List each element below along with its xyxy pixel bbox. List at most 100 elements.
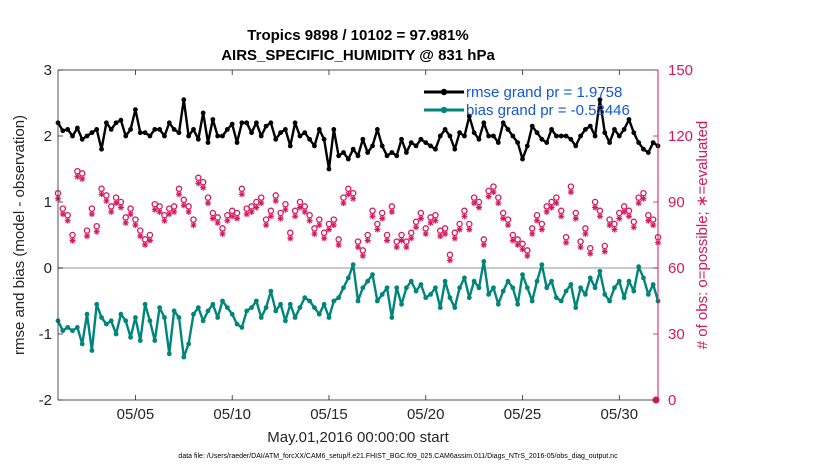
bias-point (234, 321, 240, 327)
evaluated-obs-marker (592, 204, 599, 211)
bias-point (626, 278, 632, 284)
bias-point (510, 285, 516, 291)
rmse-point (133, 107, 138, 112)
evaluated-obs-marker (442, 230, 449, 237)
evaluated-obs-marker (490, 189, 497, 196)
rmse-point (423, 140, 429, 146)
bias-point (612, 285, 617, 291)
bias-point (573, 305, 579, 310)
evaluated-obs-marker (243, 211, 250, 218)
bias-point (384, 285, 390, 291)
evaluated-obs-marker (374, 226, 381, 233)
evaluated-obs-marker (238, 191, 245, 198)
rmse-point (428, 143, 433, 149)
evaluated-obs-marker (403, 244, 410, 251)
rmse-point (553, 133, 559, 139)
evaluated-obs-marker (485, 193, 492, 200)
bias-point (297, 305, 303, 310)
evaluated-obs-marker (611, 226, 618, 233)
evaluated-obs-marker (640, 195, 647, 202)
legend-rmse-marker (440, 88, 448, 96)
rmse-point (137, 130, 143, 136)
rmse-point (491, 133, 496, 139)
rmse-point (592, 133, 598, 139)
rmse-point (94, 126, 100, 132)
bias-point (128, 334, 133, 340)
rmse-point (510, 133, 516, 139)
rmse-point (89, 130, 95, 136)
bias-point (99, 315, 104, 320)
rmse-point (287, 143, 293, 149)
rmse-point (326, 166, 332, 172)
rmse-point (636, 140, 642, 146)
bias-point (278, 301, 283, 307)
bias-point (239, 325, 245, 330)
rmse-point (268, 120, 274, 126)
bias-point (249, 305, 254, 310)
rmse-point (103, 120, 109, 126)
evaluated-obs-marker (253, 204, 260, 211)
y-tick-label-right: 90 (668, 194, 685, 211)
rmse-point (191, 126, 196, 132)
rmse-point (384, 153, 390, 159)
rmse-point (549, 126, 554, 132)
bias-point (84, 311, 90, 317)
rmse-point (171, 126, 177, 132)
evaluated-obs-marker (277, 215, 284, 222)
bias-point (549, 278, 554, 284)
bias-point (413, 288, 419, 294)
evaluated-obs-marker (475, 204, 482, 211)
bias-point (592, 285, 598, 291)
evaluated-obs-marker (650, 222, 657, 229)
evaluated-obs-marker (248, 208, 255, 215)
bias-point (587, 275, 593, 281)
evaluated-obs-marker (417, 215, 424, 222)
evaluated-obs-marker (621, 208, 628, 215)
evaluated-obs-marker (505, 222, 511, 229)
bias-point (442, 278, 448, 284)
bias-point (258, 315, 264, 320)
rmse-point (244, 120, 250, 126)
evaluated-obs-marker (146, 237, 153, 244)
evaluated-obs-marker (369, 213, 376, 220)
evaluated-obs-marker (190, 222, 197, 229)
bias-point (408, 278, 414, 284)
bias-point (399, 301, 404, 307)
rmse-point (239, 120, 245, 126)
bias-point (447, 295, 453, 301)
evaluated-obs-marker (495, 200, 502, 207)
bias-point (162, 315, 167, 320)
rmse-point (626, 117, 632, 122)
bias-point (220, 298, 225, 304)
bias-point (350, 262, 356, 268)
bias-point (481, 259, 487, 264)
bias-point (326, 315, 332, 320)
bias-point (486, 292, 492, 297)
rmse-point (229, 121, 235, 127)
rmse-point (379, 143, 385, 149)
bias-point (123, 318, 129, 324)
evaluated-obs-marker (219, 230, 226, 237)
evaluated-obs-marker (185, 208, 192, 215)
bias-point (316, 311, 322, 317)
evaluated-obs-marker (355, 244, 361, 251)
bias-point (195, 305, 201, 310)
evaluated-obs-marker (287, 235, 294, 242)
evaluated-obs-marker (93, 228, 100, 235)
evaluated-obs-marker (413, 224, 420, 231)
rmse-point (263, 123, 269, 129)
bias-point (215, 315, 221, 320)
bias-point (345, 275, 351, 281)
plot-area (58, 70, 658, 400)
bias-point (79, 341, 85, 347)
evaluated-obs-marker (234, 215, 241, 222)
bias-point (268, 288, 274, 294)
bias-point (505, 278, 511, 284)
rmse-point (181, 97, 187, 103)
bias-point (118, 311, 124, 317)
evaluated-obs-marker (64, 217, 71, 224)
bias-point (108, 318, 114, 324)
bias-point (471, 278, 477, 284)
bias-point (534, 278, 540, 284)
bias-point (597, 268, 603, 274)
